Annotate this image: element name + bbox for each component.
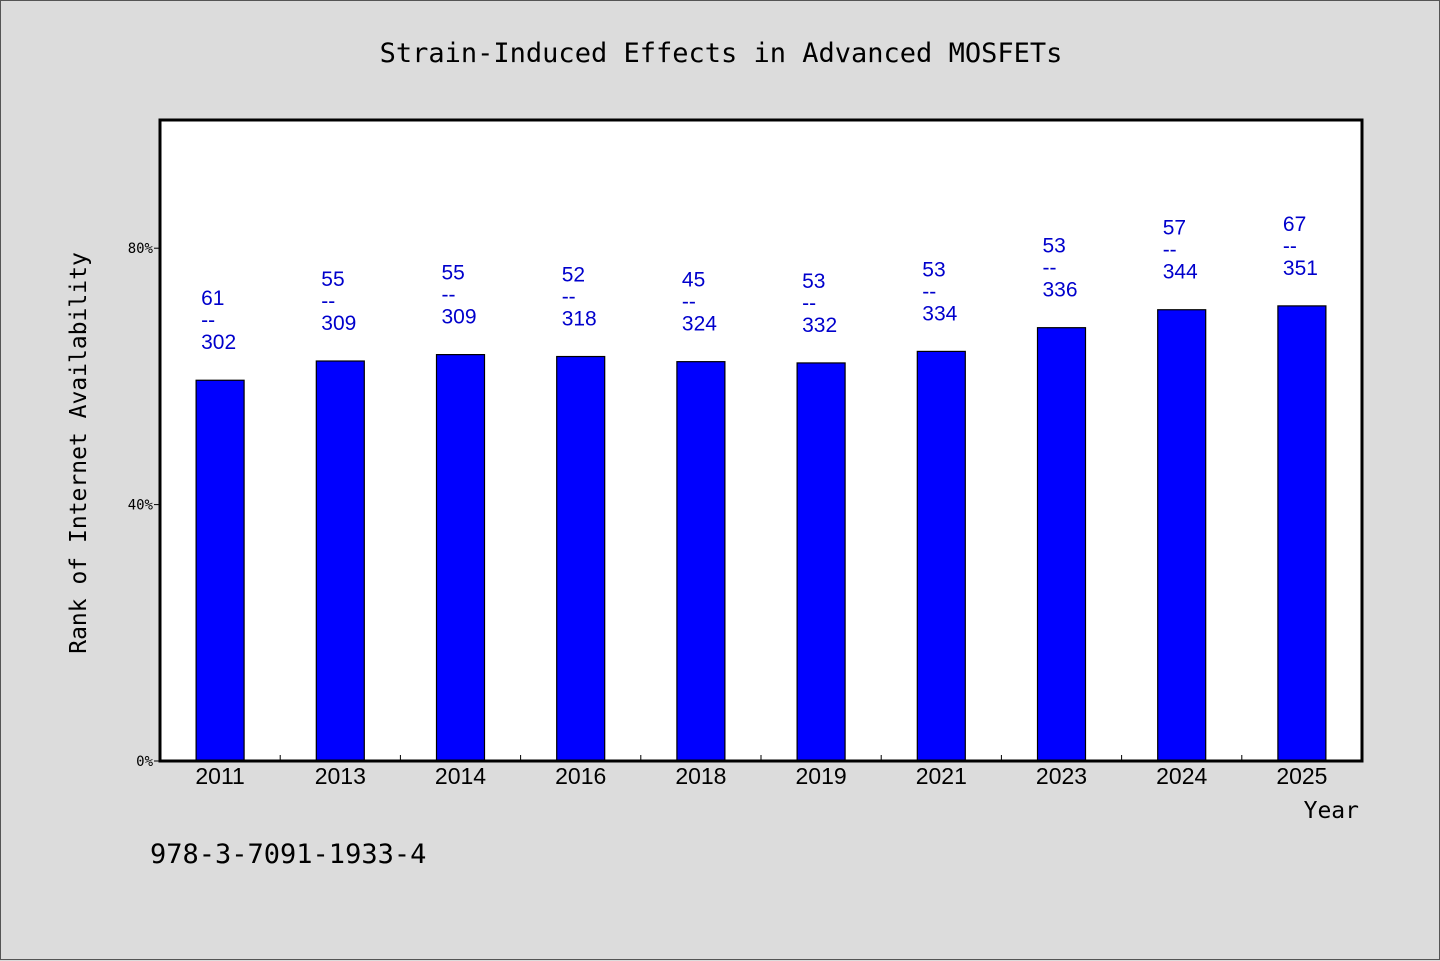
bar-2021 — [916, 350, 966, 762]
x-axis-label: Year — [1304, 798, 1359, 824]
bar-2019 — [796, 362, 846, 762]
bar-label-top-2023: 53 — [1043, 235, 1066, 258]
footer-isbn-text: 978-3-7091-1933-4 — [150, 839, 426, 870]
bar-label-sep-2016: -- — [562, 286, 576, 309]
y-tick-label-40: 40% — [128, 498, 154, 514]
bar-2018 — [676, 361, 726, 762]
bar-label-sep-2024: -- — [1163, 239, 1177, 262]
x-tick-label-2023: 2023 — [1036, 763, 1087, 789]
bar-label-sep-2011: -- — [201, 309, 215, 332]
bar-label-top-2019: 53 — [802, 270, 825, 293]
x-tick-label-2011: 2011 — [195, 763, 244, 789]
x-tick-label-2024: 2024 — [1156, 763, 1207, 789]
bar-label-bottom-2021: 334 — [922, 302, 957, 325]
bar-label-bottom-2011: 302 — [201, 331, 236, 354]
bar-label-top-2014: 55 — [442, 262, 465, 285]
bar-2024 — [1157, 309, 1207, 762]
bar-label-top-2021: 53 — [922, 258, 945, 281]
bars-layer — [195, 305, 1327, 762]
chart-title: Strain-Induced Effects in Advanced MOSFE… — [380, 38, 1063, 69]
bar-label-bottom-2018: 324 — [682, 313, 717, 336]
bar-label-top-2025: 67 — [1283, 213, 1306, 236]
bar-label-bottom-2016: 318 — [562, 308, 597, 331]
bar-label-bottom-2013: 309 — [321, 312, 356, 335]
x-tick-label-2018: 2018 — [675, 763, 726, 789]
bar-label-bottom-2019: 332 — [802, 314, 837, 337]
bar-label-bottom-2023: 336 — [1043, 279, 1078, 302]
bar-2014 — [435, 354, 486, 762]
bar-2023 — [1036, 327, 1087, 762]
bar-label-top-2024: 57 — [1163, 217, 1186, 240]
bar-2011 — [195, 379, 245, 762]
bar-label-top-2011: 61 — [201, 287, 224, 310]
bar-label-top-2013: 55 — [321, 268, 344, 291]
bar-2025 — [1277, 305, 1327, 762]
bar-label-bottom-2024: 344 — [1163, 261, 1198, 284]
bar-label-bottom-2014: 309 — [442, 306, 477, 329]
x-tick-label-2014: 2014 — [435, 763, 486, 789]
bar-2013 — [315, 360, 365, 762]
bar-label-top-2016: 52 — [562, 264, 585, 287]
y-tick-label-0: 0% — [136, 754, 153, 770]
bar-label-sep-2014: -- — [442, 284, 456, 307]
bar-label-bottom-2025: 351 — [1283, 257, 1318, 280]
bar-label-sep-2013: -- — [321, 290, 335, 313]
x-tick-label-2021: 2021 — [916, 763, 967, 789]
x-tick-label-2025: 2025 — [1276, 763, 1327, 789]
x-tick-label-2016: 2016 — [555, 763, 606, 789]
y-axis-label: Rank of Internet Availability — [66, 252, 92, 654]
bar-label-top-2018: 45 — [682, 269, 705, 292]
bar-labels-layer: 61--30255--30955--30952--31845--32453--3… — [201, 213, 1318, 354]
axes-layer: 2011 2013 2014 2016 2018 2019 2021 2023 2024 2025… — [128, 241, 1328, 789]
bar-label-sep-2023: -- — [1043, 257, 1057, 280]
x-tick-label-2013: 2013 — [315, 763, 366, 789]
bar-2016 — [556, 355, 606, 762]
bar-label-sep-2025: -- — [1283, 235, 1297, 258]
bar-label-sep-2018: -- — [682, 291, 696, 314]
plot-frame — [158, 118, 1364, 763]
bar-label-sep-2019: -- — [802, 292, 816, 315]
y-tick-label-80: 80% — [128, 241, 154, 257]
x-tick-label-2019: 2019 — [796, 763, 847, 789]
bar-label-sep-2021: -- — [922, 280, 936, 303]
